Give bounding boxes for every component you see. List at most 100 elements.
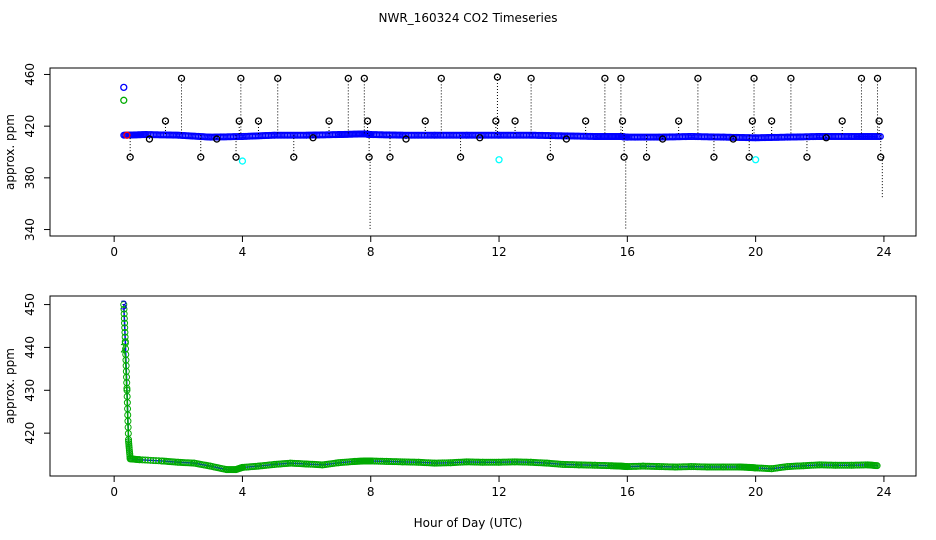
panel-top-outlier-point bbox=[511, 117, 519, 125]
panel-top-x-tick-label: 4 bbox=[239, 245, 247, 259]
panel-top-x-tick-label: 24 bbox=[876, 245, 891, 259]
panel-bottom-x-axis: 0 4 8 12 16 20 24 bbox=[110, 476, 892, 499]
panel-top-x-tick-label: 0 bbox=[110, 245, 118, 259]
panel-top-outlier-point bbox=[768, 117, 776, 125]
panel-bottom-y-axis: 420 430 440 450 bbox=[23, 293, 50, 445]
panel-top-outlier-point bbox=[344, 74, 352, 82]
panel-top-outlier-point bbox=[145, 135, 154, 143]
panel-top-outlier-point bbox=[492, 117, 500, 125]
panel-bottom-marker-label: 2 bbox=[120, 341, 128, 355]
chart-title: NWR_160324 CO2 Timeseries bbox=[379, 11, 558, 25]
panel-top-outlier-point bbox=[177, 74, 186, 82]
panel-top-outlier-point bbox=[750, 74, 758, 82]
panel-bottom-series-point bbox=[121, 328, 129, 336]
panel-bottom-series-point bbox=[136, 456, 144, 464]
panel-top-outlier-point bbox=[658, 135, 667, 143]
panel-top-y-tick-label: 340 bbox=[23, 218, 37, 241]
panel-top-outlier-point bbox=[402, 135, 410, 143]
panel-top-outlier-point bbox=[120, 96, 128, 104]
panel-top-outlier-point bbox=[642, 153, 651, 161]
panel-bottom-x-tick-label: 16 bbox=[620, 485, 635, 499]
panel-bottom-x-tick-label: 8 bbox=[367, 485, 375, 499]
panel-top-outlier-point bbox=[476, 134, 484, 142]
panel-top-outlier-point bbox=[710, 153, 718, 161]
panel-bottom-series-point bbox=[120, 305, 128, 313]
panel-top-outlier-point bbox=[562, 135, 571, 143]
panel-top-frame bbox=[49, 67, 917, 237]
panel-bottom-y-tick-label: 420 bbox=[23, 422, 37, 445]
panel-top-outlier-point bbox=[493, 73, 502, 81]
panel-top-y-axis-label: approx. ppm bbox=[3, 114, 17, 190]
panel-bottom-y-tick-label: 430 bbox=[23, 379, 37, 402]
panel-top-outlier-point bbox=[235, 117, 243, 125]
panel-bottom-series-point bbox=[120, 314, 128, 322]
panel-bottom-series-point bbox=[149, 456, 157, 464]
panel-bottom-series-point bbox=[147, 456, 155, 464]
panel-bottom-x-tick-label: 20 bbox=[748, 485, 763, 499]
panel-top: 0 4 8 12 16 20 24 340 380 420 460 approx. ppm bbox=[3, 63, 917, 259]
panel-top-outlier-point bbox=[237, 74, 245, 82]
panel-top-outlier-point bbox=[421, 117, 429, 125]
panel-top-x-tick-label: 12 bbox=[491, 245, 506, 259]
panel-bottom-y-tick-label: 440 bbox=[23, 336, 37, 359]
panel-bottom-series-point bbox=[873, 462, 881, 470]
panel-bottom-x-tick-label: 4 bbox=[239, 485, 247, 499]
panel-bottom-x-tick-label: 24 bbox=[876, 485, 891, 499]
panel-top-outlier-point bbox=[386, 153, 394, 161]
panel-top-outlier-point bbox=[238, 157, 247, 165]
panel-bottom-series-line bbox=[123, 304, 878, 471]
panel-top-outlier-point bbox=[877, 153, 885, 161]
panel-top-outlier-point bbox=[857, 74, 866, 82]
panel-top-outlier-point bbox=[581, 117, 590, 125]
panel-top-outlier-point bbox=[617, 74, 625, 82]
panel-top-outlier-point bbox=[601, 74, 609, 82]
panel-top-outlier-point bbox=[675, 117, 683, 125]
panel-top-outlier-point bbox=[745, 153, 753, 161]
panel-bottom-marker-label: 3 bbox=[120, 299, 128, 313]
panel-bottom-series-point bbox=[120, 301, 128, 309]
panel-top-outlier-point bbox=[694, 74, 702, 82]
panel-top-outlier-point bbox=[274, 74, 282, 82]
panel-top-marks bbox=[120, 73, 885, 230]
panel-bottom-series-point bbox=[121, 324, 129, 332]
panel-top-outlier-point bbox=[437, 74, 445, 82]
panel-top-outlier-point bbox=[232, 153, 240, 161]
panel-top-outlier-point bbox=[126, 153, 134, 161]
panel-bottom-series-point bbox=[144, 456, 152, 464]
panel-bottom-series-point bbox=[141, 456, 149, 464]
panel-top-x-tick-label: 8 bbox=[367, 245, 375, 259]
panel-top-outlier-point bbox=[123, 131, 131, 139]
panel-top-outlier-point bbox=[751, 156, 760, 164]
panel-top-outlier-point bbox=[620, 153, 628, 161]
panel-bottom-frame bbox=[49, 295, 917, 477]
panel-top-outlier-point bbox=[838, 117, 846, 125]
panel-top-outlier-point bbox=[197, 153, 205, 161]
panel-top-y-tick-label: 420 bbox=[23, 115, 37, 138]
panel-top-outlier-point bbox=[748, 117, 757, 125]
panel-top-outlier-point bbox=[546, 153, 555, 161]
panel-top-x-tick-label: 16 bbox=[620, 245, 635, 259]
panel-bottom-y-axis-label: approx. ppm bbox=[3, 348, 17, 424]
panel-top-outlier-point bbox=[527, 74, 535, 82]
panel-top-outlier-point bbox=[309, 134, 317, 142]
panel-top-outlier-point bbox=[161, 117, 170, 125]
panel-top-outlier-point bbox=[875, 117, 883, 125]
panel-top-outlier-point bbox=[873, 74, 882, 82]
panel-top-outlier-point bbox=[803, 153, 811, 161]
chart-x-axis-label: Hour of Day (UTC) bbox=[414, 516, 523, 530]
panel-bottom-y-tick-label: 450 bbox=[23, 293, 37, 316]
panel-top-outlier-point bbox=[729, 135, 737, 143]
panel-top-outlier-point bbox=[495, 156, 503, 164]
panel-top-outlier-point bbox=[822, 134, 830, 142]
panel-top-outlier-point bbox=[787, 74, 795, 82]
panel-top-baseline-point bbox=[876, 132, 884, 140]
panel-bottom-series-point bbox=[121, 319, 129, 327]
panel-top-outlier-point bbox=[618, 117, 627, 125]
panel-top-y-axis: 340 380 420 460 bbox=[23, 63, 50, 241]
panel-bottom-x-tick-label: 0 bbox=[110, 485, 118, 499]
panel-top-outlier-point bbox=[365, 153, 373, 161]
panel-bottom-series-point bbox=[139, 456, 147, 464]
panel-top-outlier-point bbox=[290, 153, 298, 161]
panel-bottom-marks: 32 bbox=[120, 299, 881, 474]
